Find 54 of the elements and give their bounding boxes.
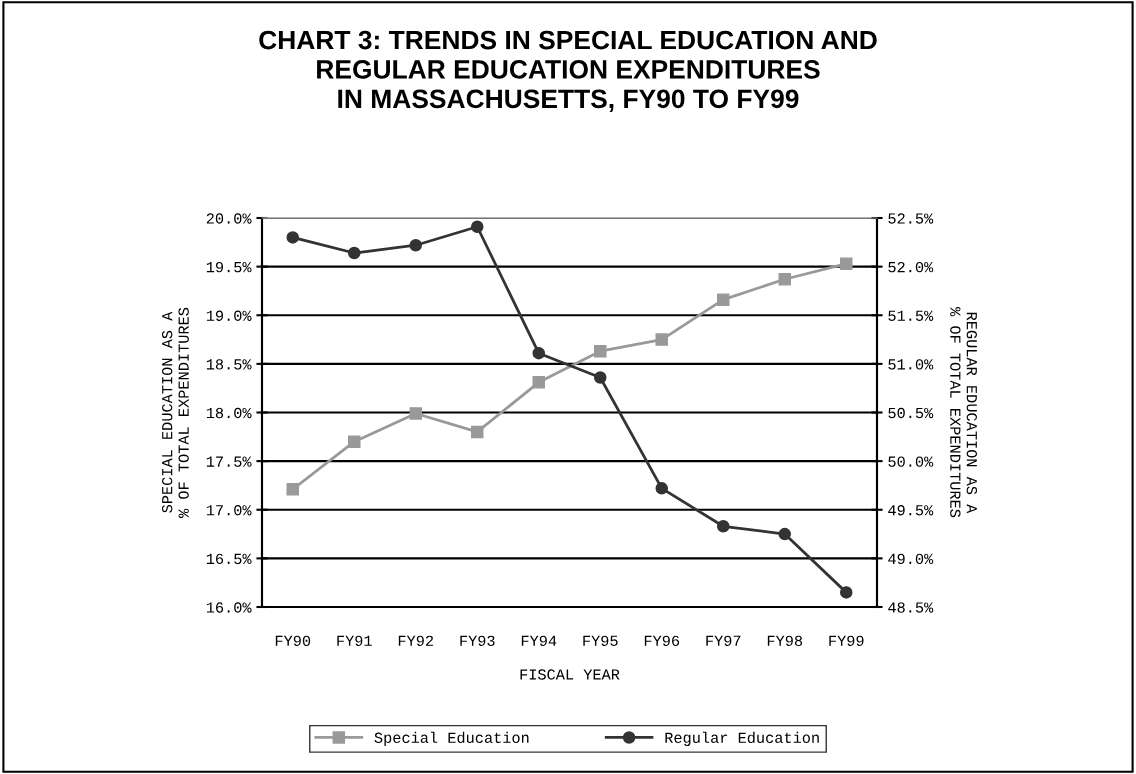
x-tick-label: FY99 xyxy=(829,635,864,646)
y-tick-label: 18.0% xyxy=(206,407,252,419)
point xyxy=(593,371,607,384)
point xyxy=(839,586,853,599)
point xyxy=(409,238,423,252)
y-tick-label: 18.5% xyxy=(206,359,252,370)
point xyxy=(532,376,546,389)
point xyxy=(347,246,361,260)
legend-label: Special Education xyxy=(374,731,529,746)
y2-tick-label: 49.0% xyxy=(888,553,934,565)
chart-title: CHART 3: TRENDS IN SPECIAL EDUCATION AND REGULAR EDUCATION EXPENDITURES IN MASSACHUSETTS, FY90 TO FY99 xyxy=(259,30,877,112)
point xyxy=(716,520,730,533)
x-tick-label: FY95 xyxy=(583,635,618,646)
y2-tick-label: 50.0% xyxy=(888,456,934,467)
point xyxy=(532,346,546,360)
x-tick-label: FY92 xyxy=(398,635,433,646)
point xyxy=(286,483,300,496)
y-tick-label: 19.0% xyxy=(206,310,252,321)
x-tick-label: FY96 xyxy=(644,635,680,646)
point xyxy=(470,220,484,234)
y-tick-label: 16.5% xyxy=(206,553,252,565)
x-tick-label: FY94 xyxy=(521,635,557,646)
point xyxy=(716,293,730,306)
y2-tick-label: 48.5% xyxy=(888,602,934,613)
point xyxy=(409,407,423,420)
y-tick-label: 17.0% xyxy=(206,505,252,516)
y-tick-label: 16.0% xyxy=(206,602,252,613)
point xyxy=(839,257,853,270)
x-tick-label: FY93 xyxy=(460,635,495,646)
y2-tick-label: 51.0% xyxy=(888,359,934,370)
point xyxy=(593,344,607,358)
point xyxy=(655,333,669,346)
point xyxy=(778,273,792,286)
y-tick-label: 19.5% xyxy=(206,261,252,273)
y2-tick-label: 49.5% xyxy=(888,505,934,516)
x-axis-title: FISCAL YEAR xyxy=(520,669,620,680)
y-tick-label: 20.0% xyxy=(206,213,252,224)
y2-tick-label: 52.5% xyxy=(888,213,934,224)
y2-tick-label: 51.5% xyxy=(888,310,934,321)
point xyxy=(286,231,300,244)
x-tick-label: FY91 xyxy=(337,635,372,646)
x-tick-label: FY98 xyxy=(767,635,803,646)
point xyxy=(347,435,361,448)
legend-label: Regular Education xyxy=(665,731,819,746)
x-tick-label: FY90 xyxy=(275,635,311,646)
y-axis-title: SPECIAL EDUCATION AS A % OF TOTAL EXPENDITURES xyxy=(162,307,189,518)
y2-tick-label: 52.0% xyxy=(888,261,934,273)
point xyxy=(778,527,792,541)
x-tick-label: FY97 xyxy=(706,635,741,646)
point xyxy=(470,425,484,439)
y-tick-label: 17.5% xyxy=(206,456,252,467)
point xyxy=(655,482,669,495)
y2-axis-title: REGULAR EDUCATION AS A % OF TOTAL EXPENDITURES xyxy=(950,307,977,518)
y2-tick-label: 50.5% xyxy=(888,407,934,419)
